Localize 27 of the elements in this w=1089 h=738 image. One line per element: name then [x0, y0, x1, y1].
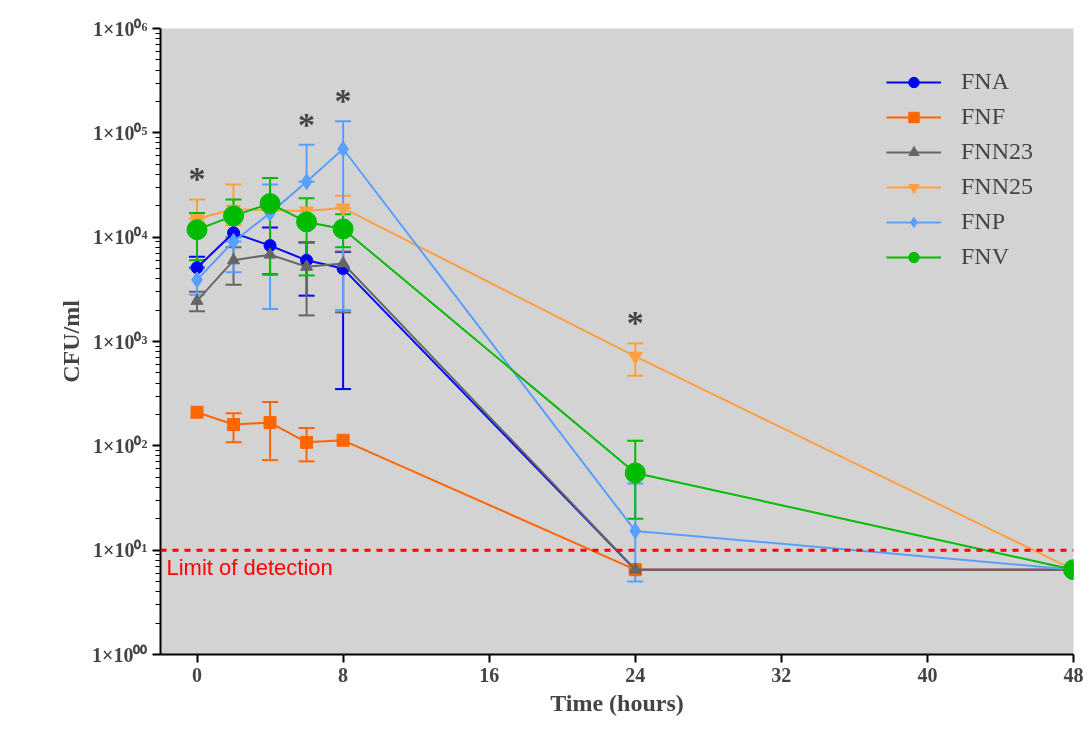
- annotation: *: [626, 304, 644, 342]
- y-tick-label: 1×10⁰⁰: [92, 643, 148, 666]
- y-tick-label: 1×10⁰⁵: [93, 121, 148, 144]
- legend-label: FNP: [960, 208, 1006, 235]
- legend-label: FNN25: [960, 173, 1033, 200]
- legend-label: FNN23: [960, 138, 1033, 165]
- y-tick-label: 1×10⁰³: [93, 330, 148, 353]
- y-tick-label: 1×10⁰⁶: [93, 17, 148, 40]
- y-axis-title: CFU/ml: [58, 299, 85, 383]
- x-tick-label: 32: [771, 663, 792, 686]
- x-tick-label: 48: [1063, 663, 1084, 686]
- y-tick-label: 1×10⁰¹: [93, 539, 148, 562]
- x-tick-label: 0: [192, 663, 203, 686]
- legend-label: FNA: [960, 68, 1009, 95]
- annotation: *: [188, 160, 206, 198]
- legend-label: FNF: [960, 103, 1006, 130]
- annotation: *: [334, 82, 352, 120]
- x-axis-title: Time (hours): [550, 689, 684, 716]
- y-tick-label: 1×10⁰⁴: [93, 226, 148, 249]
- x-tick-label: 16: [479, 663, 500, 686]
- y-tick-label: 1×10⁰²: [93, 434, 148, 457]
- legend-label: FNV: [960, 243, 1009, 270]
- ref-line-label: Limit of detection: [166, 555, 333, 581]
- x-tick-label: 8: [338, 663, 349, 686]
- annotation: *: [298, 105, 316, 143]
- x-tick-label: 24: [625, 663, 646, 686]
- x-tick-label: 40: [917, 663, 938, 686]
